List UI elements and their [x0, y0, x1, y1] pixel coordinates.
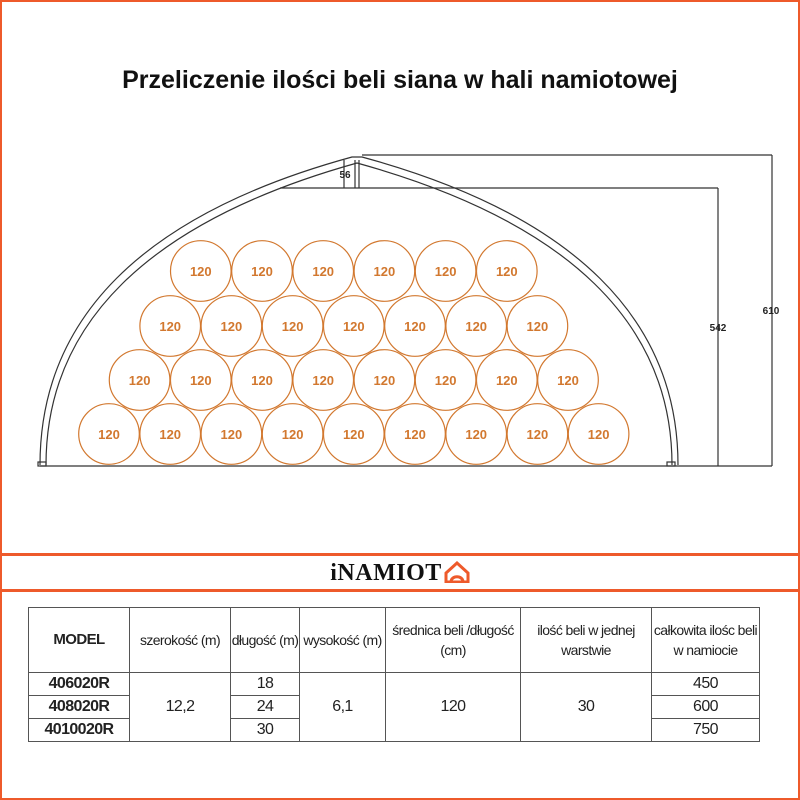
hay-bale	[475, 240, 538, 302]
total-cell: 450	[651, 672, 760, 696]
bale-label: 120	[251, 264, 273, 279]
dim-label-542: 542	[710, 323, 727, 334]
hay-bale	[231, 349, 293, 411]
header-model: MODEL	[28, 607, 130, 673]
model-cell: 4010020R	[28, 718, 130, 742]
bale-label: 120	[404, 319, 426, 334]
bale-label: 120	[435, 373, 457, 388]
bale-label: 120	[465, 319, 487, 334]
header-per-layer: ilość beli w jednej warstwie	[520, 607, 652, 673]
dim-label-56: 56	[339, 170, 351, 181]
bale-label: 120	[190, 264, 212, 279]
divider	[0, 589, 800, 592]
bale-label: 120	[404, 427, 426, 442]
bale-label: 120	[312, 264, 334, 279]
table-header-row: MODEL szerokość (m) długość (m) wysokość…	[28, 607, 760, 673]
tent-diagram: 56 542 610 120 120 120 120 120 120 120 120 12012…	[37, 154, 780, 467]
bale-label: 120	[527, 319, 549, 334]
bale-label: 120	[435, 264, 457, 279]
bale-label: 120	[374, 373, 396, 388]
length-cell: 18	[230, 672, 300, 696]
bale-label: 120	[251, 373, 273, 388]
total-cell: 600	[651, 695, 760, 719]
header-total: całkowita ilośc beli w namiocie	[651, 607, 760, 673]
bale-label: 120	[496, 373, 518, 388]
base-plate	[37, 461, 47, 467]
bale-label: 120	[129, 373, 151, 388]
length-cell: 30	[230, 718, 300, 742]
tent-outer-arch	[39, 156, 679, 466]
hay-bale	[108, 349, 171, 411]
bale-label: 120	[221, 427, 243, 442]
height-cell: 6,1	[299, 672, 386, 742]
logo-text: iNAMIOT	[330, 560, 442, 586]
header-width: szerokość (m)	[129, 607, 231, 673]
bale-label: 120	[190, 373, 212, 388]
bale-label: 120	[282, 427, 304, 442]
header-diameter: średnica beli /długość (cm)	[385, 607, 521, 673]
hay-bale	[506, 295, 569, 357]
header-height: wysokość (m)	[299, 607, 386, 673]
bale-label: 120	[282, 319, 304, 334]
tent-inner-arch	[45, 162, 673, 466]
hay-bale	[78, 403, 140, 465]
bale-label: 120	[343, 427, 365, 442]
width-cell: 12,2	[129, 672, 231, 742]
page-title: Przeliczenie ilości beli siana w hali na…	[122, 66, 678, 94]
brand-logo: iNAMIOT	[0, 560, 800, 587]
bale-label: 120	[221, 319, 243, 334]
bale-label: 120	[374, 264, 396, 279]
bale-label: 120	[312, 373, 334, 388]
bale-label: 120	[98, 427, 120, 442]
bale-label: 120	[557, 373, 579, 388]
hay-bale	[475, 349, 538, 411]
base-plate	[666, 461, 676, 467]
hay-bale	[200, 403, 263, 465]
dim-label-610: 610	[763, 306, 780, 317]
model-cell: 406020R	[28, 672, 130, 696]
bale-label: 120	[343, 319, 365, 334]
per-layer-cell: 30	[520, 672, 652, 742]
diameter-cell: 120	[385, 672, 521, 742]
hay-bale	[537, 349, 599, 411]
divider	[0, 553, 800, 556]
bale-label: 120	[527, 427, 549, 442]
header-length: długość (m)	[230, 607, 300, 673]
bale-label: 120	[159, 427, 181, 442]
table-row: 408020R 24 600	[28, 695, 760, 719]
model-cell: 408020R	[28, 695, 130, 719]
table-row: 4010020R 30 750	[28, 718, 760, 742]
hay-bale	[231, 240, 293, 302]
bale-label: 120	[588, 427, 610, 442]
hay-bale	[200, 295, 263, 357]
tent-logo-icon	[444, 560, 470, 584]
bale-label: 120	[159, 319, 181, 334]
total-cell: 750	[651, 718, 760, 742]
bale-label: 120	[496, 264, 518, 279]
table-row: 406020R 12,2 18 6,1 120 30 450	[28, 672, 760, 742]
length-cell: 24	[230, 695, 300, 719]
models-table: MODEL szerokość (m) długość (m) wysokość…	[28, 607, 760, 742]
bale-label: 120	[465, 427, 487, 442]
bales: 120 120 120 120 120 120 120 120 120 120 120 120 120 1…	[78, 240, 630, 465]
hay-bale	[567, 403, 630, 465]
